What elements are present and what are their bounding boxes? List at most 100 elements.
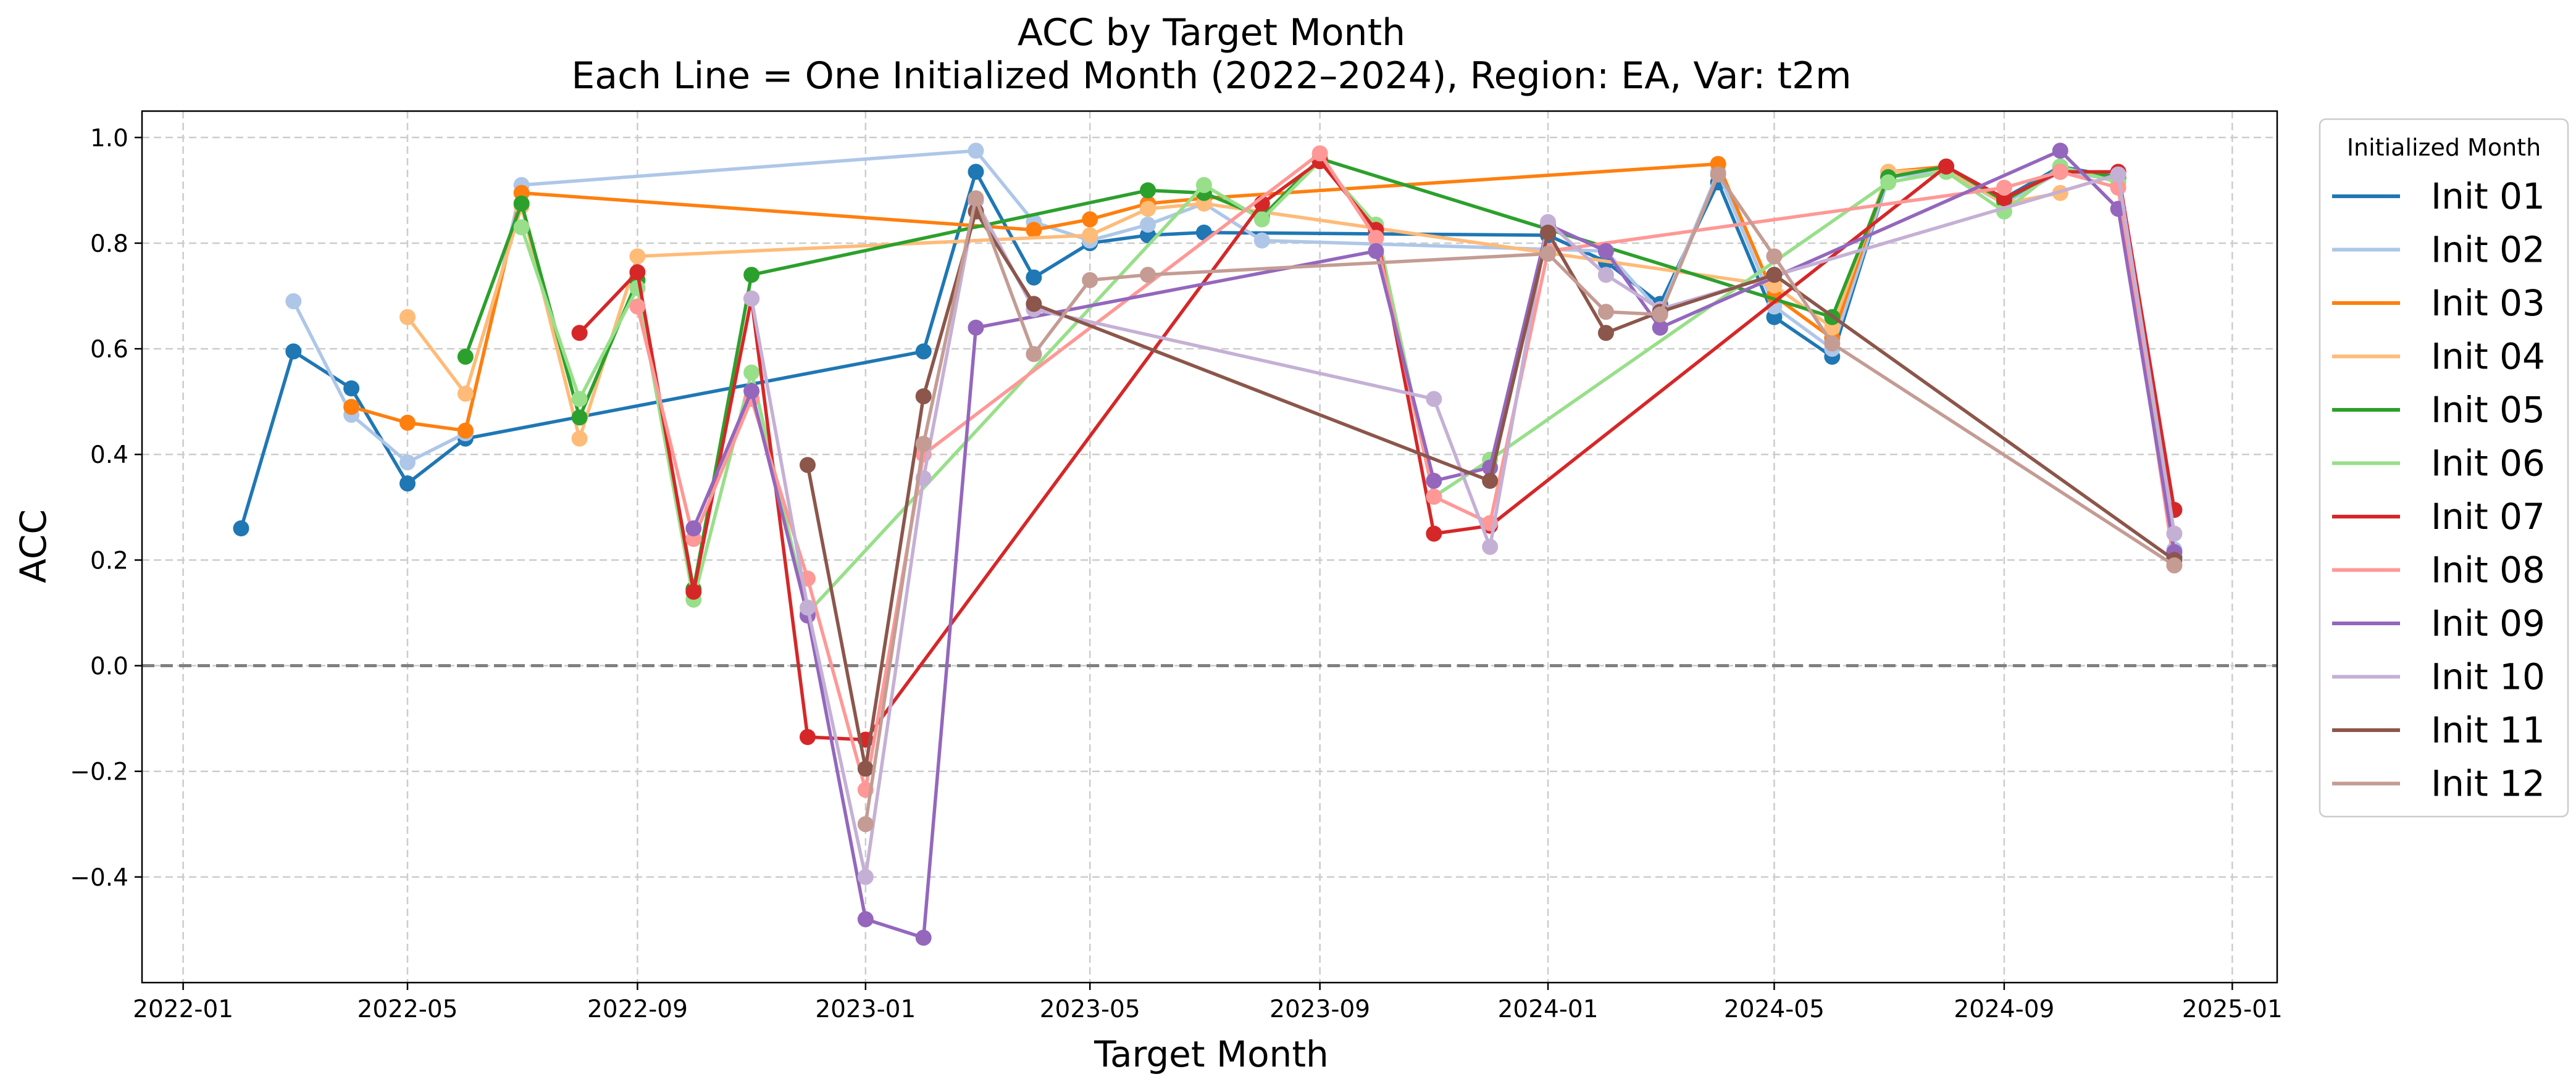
data-point bbox=[1368, 243, 1384, 259]
data-point bbox=[1652, 319, 1668, 336]
data-point bbox=[1482, 539, 1499, 555]
data-point bbox=[1311, 145, 1328, 162]
x-tick-label: 2023-01 bbox=[815, 996, 916, 1023]
y-tick-label: −0.4 bbox=[70, 864, 128, 892]
y-axis-ticks: −0.4 −0.2 0.0 0.2 0.4 0.6 0.8 1.0 bbox=[70, 125, 142, 892]
legend-label: Init 12 bbox=[2431, 763, 2545, 805]
data-point bbox=[2052, 164, 2068, 180]
x-tick-label: 2024-09 bbox=[1954, 996, 2054, 1023]
data-point bbox=[1880, 174, 1897, 191]
data-point bbox=[968, 190, 984, 207]
data-point bbox=[285, 293, 302, 310]
legend-label: Init 10 bbox=[2431, 656, 2545, 698]
x-tick-label: 2023-09 bbox=[1269, 996, 1370, 1023]
legend-label: Init 11 bbox=[2431, 709, 2545, 751]
x-axis-label: Target Month bbox=[1094, 1033, 1329, 1075]
legend-item: Init 06 bbox=[2332, 443, 2545, 485]
data-point bbox=[513, 219, 530, 236]
legend-label: Init 01 bbox=[2431, 175, 2545, 217]
data-point bbox=[2166, 557, 2183, 573]
data-point bbox=[799, 599, 816, 616]
legend-item: Init 10 bbox=[2332, 656, 2545, 698]
legend-item: Init 04 bbox=[2332, 336, 2545, 378]
data-point bbox=[743, 364, 760, 381]
data-point bbox=[1482, 473, 1499, 489]
data-point bbox=[1540, 246, 1557, 262]
data-point bbox=[1426, 391, 1442, 407]
data-point bbox=[1597, 325, 1614, 341]
data-point bbox=[1253, 211, 1270, 228]
data-point bbox=[571, 409, 588, 426]
y-tick-label: 0.8 bbox=[90, 230, 128, 258]
data-point bbox=[1540, 224, 1557, 241]
data-point bbox=[343, 380, 360, 397]
data-point bbox=[968, 319, 984, 336]
y-axis-label: ACC bbox=[12, 509, 54, 583]
plot-area-frame bbox=[141, 110, 2278, 984]
legend-item: Init 03 bbox=[2332, 282, 2545, 324]
series-layer bbox=[233, 143, 2183, 946]
legend-title: Initialized Month bbox=[2347, 134, 2541, 161]
data-point bbox=[1426, 473, 1442, 489]
legend-frame bbox=[2319, 118, 2569, 818]
data-point bbox=[2110, 166, 2126, 183]
data-point bbox=[1652, 306, 1668, 323]
legend-label: Init 08 bbox=[2431, 549, 2545, 591]
legend-item: Init 02 bbox=[2332, 229, 2545, 271]
x-tick-label: 2025-01 bbox=[2182, 996, 2283, 1023]
data-point bbox=[915, 343, 932, 360]
data-point bbox=[399, 475, 416, 492]
data-point bbox=[629, 264, 646, 281]
legend-label: Init 02 bbox=[2431, 229, 2545, 271]
data-point bbox=[285, 343, 302, 360]
data-point bbox=[1426, 525, 1442, 542]
data-point bbox=[399, 309, 416, 325]
data-point bbox=[1140, 182, 1156, 199]
y-tick-label: 0.2 bbox=[90, 547, 128, 575]
data-point bbox=[1026, 222, 1042, 238]
legend-label: Init 04 bbox=[2431, 336, 2545, 378]
legend-label: Init 05 bbox=[2431, 389, 2545, 431]
legend-label: Init 06 bbox=[2431, 443, 2545, 485]
data-point bbox=[571, 325, 588, 341]
legend-items: Init 01 Init 02 Init 03 Init 04 Init 05 Init … bbox=[2332, 175, 2545, 805]
legend-label: Init 03 bbox=[2431, 282, 2545, 324]
data-point bbox=[857, 816, 874, 833]
legend-item: Init 12 bbox=[2332, 763, 2545, 805]
chart-subtitle: Each Line = One Initialized Month (2022–… bbox=[571, 54, 1851, 98]
data-point bbox=[629, 280, 646, 296]
data-point bbox=[915, 388, 932, 405]
y-tick-label: −0.2 bbox=[70, 759, 128, 786]
series-line bbox=[864, 172, 2175, 825]
data-point bbox=[1766, 267, 1783, 283]
data-point bbox=[968, 143, 984, 159]
data-point bbox=[2166, 525, 2183, 542]
data-point bbox=[1597, 243, 1614, 259]
data-point bbox=[457, 422, 474, 439]
data-point bbox=[1140, 201, 1156, 217]
data-point bbox=[743, 383, 760, 399]
series-init-09 bbox=[685, 143, 2183, 946]
series-line bbox=[239, 165, 2177, 558]
data-point bbox=[1140, 216, 1156, 233]
legend-label: Init 09 bbox=[2431, 602, 2545, 644]
data-point bbox=[343, 399, 360, 415]
data-point bbox=[1824, 335, 1841, 352]
legend-label: Init 07 bbox=[2431, 496, 2545, 538]
legend-item: Init 09 bbox=[2332, 602, 2545, 644]
x-tick-label: 2024-01 bbox=[1498, 996, 1599, 1023]
data-point bbox=[457, 348, 474, 365]
data-point bbox=[629, 248, 646, 265]
data-point bbox=[513, 195, 530, 212]
data-point bbox=[1026, 346, 1042, 362]
chart-title: ACC by Target Month bbox=[1018, 11, 1405, 54]
x-axis-ticks: 2022-01 2022-05 2022-09 2023-01 2023-05 2023-… bbox=[133, 983, 2283, 1023]
data-point bbox=[629, 298, 646, 315]
data-point bbox=[685, 583, 702, 600]
data-point bbox=[915, 436, 932, 452]
y-tick-label: 0.0 bbox=[90, 653, 128, 681]
x-tick-label: 2022-05 bbox=[358, 996, 458, 1023]
data-point bbox=[1996, 180, 2012, 196]
